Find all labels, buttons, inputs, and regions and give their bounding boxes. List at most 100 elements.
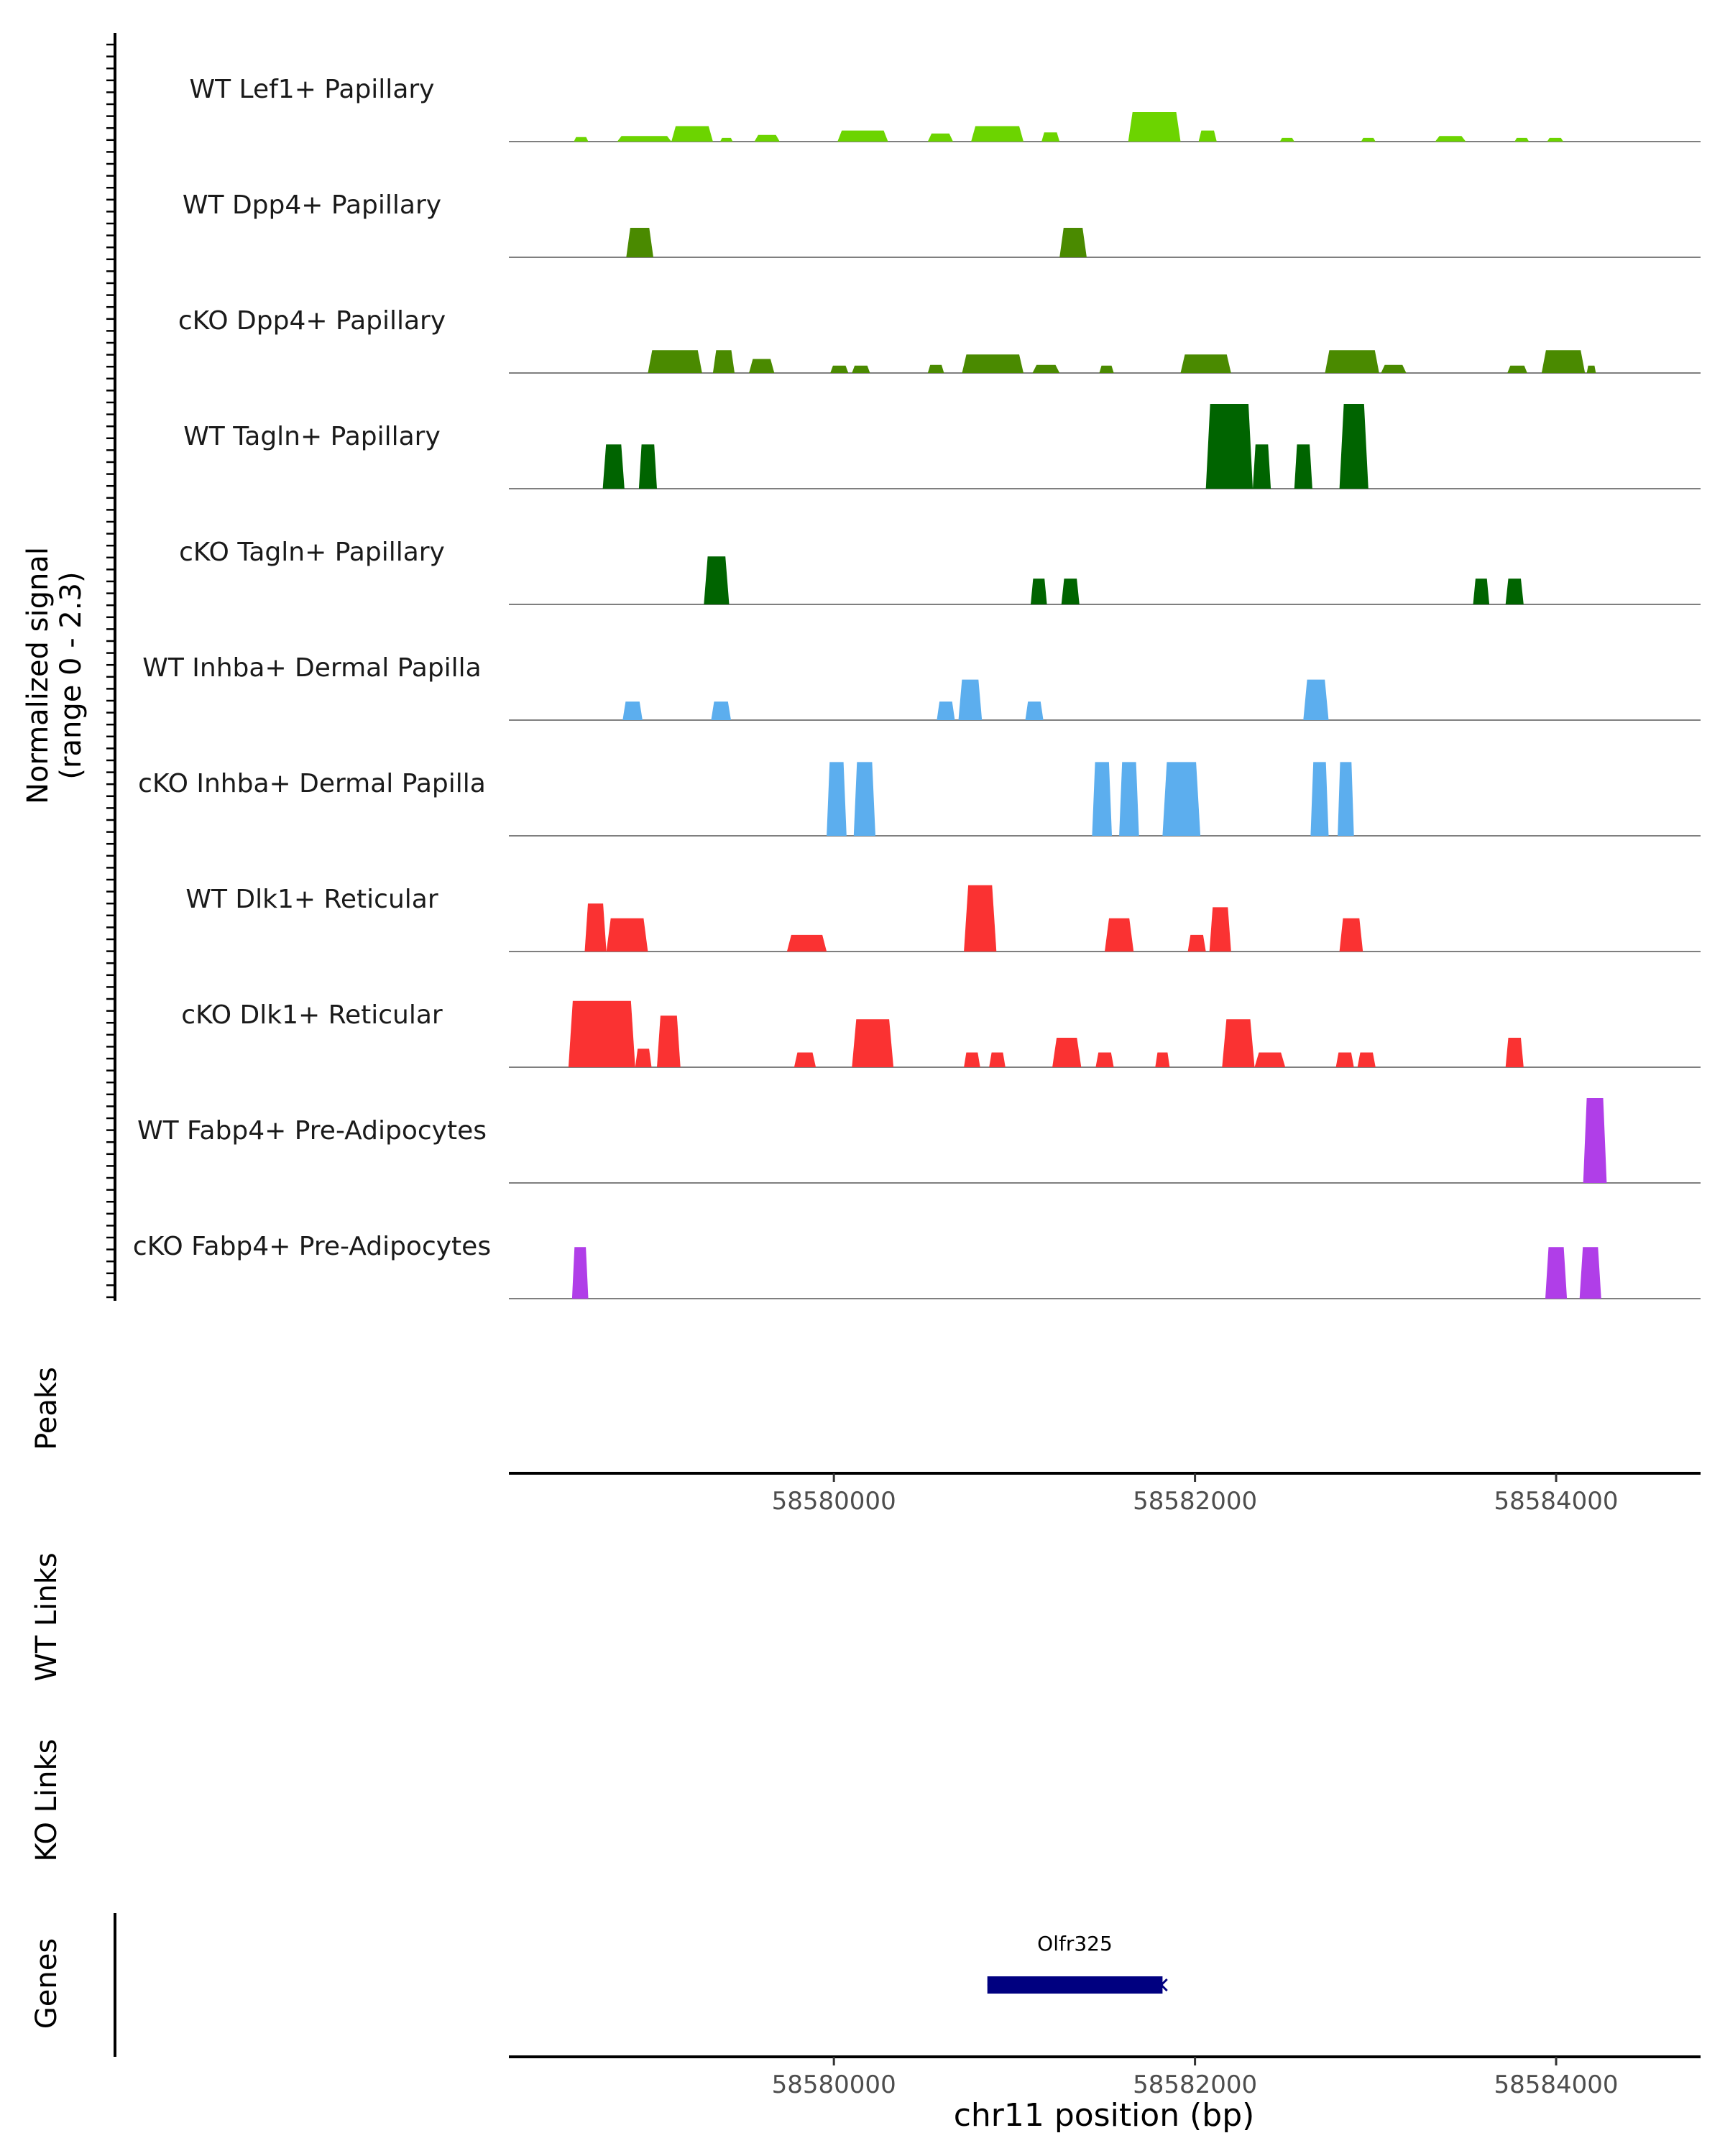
coverage-peak	[571, 1247, 589, 1299]
coverage-peak	[1514, 137, 1530, 142]
strand-arrow	[1073, 1978, 1082, 1992]
coverage-peak	[606, 918, 648, 952]
coverage-peak	[1279, 137, 1294, 142]
coverage-peak	[1507, 365, 1527, 373]
coverage-peak	[1092, 762, 1112, 836]
x-tick-label: 58582000	[1133, 1487, 1257, 1516]
coverage-peak	[837, 130, 888, 142]
coverage-peak	[1339, 918, 1363, 952]
track-5: WT Inhba+ Dermal Papilla	[142, 653, 1701, 721]
coverage-peak	[1505, 1038, 1524, 1067]
x-tick-label: 58580000	[772, 1487, 896, 1516]
coverage-peak	[1303, 679, 1329, 720]
coverage-peak	[1357, 1052, 1376, 1067]
y-axis-title-line2: (range 0 - 2.3)	[55, 571, 88, 779]
track-9: WT Fabp4+ Pre-Adipocytes	[137, 1098, 1701, 1184]
track-8: cKO Dlk1+ Reticular	[181, 1000, 1701, 1068]
coverage-peak	[1031, 579, 1047, 604]
track-label: WT Lef1+ Papillary	[190, 75, 435, 104]
track-label: WT Dlk1+ Reticular	[185, 885, 438, 914]
coverage-peak	[711, 701, 731, 720]
coverage-peak	[1310, 762, 1329, 836]
coverage-peak	[1187, 934, 1206, 952]
genes-panel-label: Genes	[30, 1938, 63, 2029]
coverage-peak	[1545, 1247, 1568, 1299]
coverage-peak	[1505, 579, 1524, 604]
track-7: WT Dlk1+ Reticular	[185, 885, 1701, 952]
coverage-peak	[719, 137, 733, 142]
track-label: cKO Dlk1+ Reticular	[181, 1000, 443, 1030]
coverage-peak	[786, 934, 827, 952]
coverage-peak	[1052, 1038, 1082, 1067]
coverage-peak	[704, 556, 730, 604]
coverage-peak	[622, 701, 643, 720]
strand-arrow	[1008, 1978, 1017, 1992]
coverage-peak	[1119, 762, 1139, 836]
coverage-peak	[657, 1015, 681, 1067]
strand-arrow	[1116, 1978, 1125, 1992]
coverage-peak	[1541, 350, 1586, 373]
coverage-peak	[749, 359, 775, 373]
coverage-peak	[638, 444, 657, 489]
coverage-peak	[1180, 354, 1231, 373]
coverage-peak	[962, 354, 1024, 373]
coverage-peak	[827, 762, 847, 836]
coverage-peak	[1547, 137, 1564, 142]
coverage-peak	[927, 364, 944, 373]
peaks-panel-label: Peaks	[30, 1367, 63, 1450]
coverage-peak	[1222, 1019, 1255, 1067]
coverage-tracks: WT Lef1+ Papillary WT Dpp4+ Papillary cKO …	[133, 75, 1701, 1299]
coverage-peak	[1209, 907, 1231, 952]
coverage-peak	[754, 134, 780, 142]
coverage-peak	[1586, 365, 1596, 373]
coverage-peak	[958, 679, 983, 720]
strand-arrow	[1159, 1978, 1168, 1992]
coverage-peak	[971, 126, 1024, 142]
ko-links-panel-label: KO Links	[30, 1739, 63, 1862]
coverage-peak	[1099, 365, 1114, 373]
coverage-peak	[989, 1052, 1006, 1067]
track-1: WT Dpp4+ Papillary	[183, 190, 1701, 258]
coverage-peak	[712, 350, 735, 373]
genes-x-axis: 58580000 58582000 58584000	[509, 2055, 1701, 2099]
coverage-peak	[1032, 364, 1060, 373]
track-label: cKO Tagln+ Papillary	[179, 538, 445, 567]
x-tick-label: 58584000	[1494, 2070, 1618, 2099]
coverage-peak	[1325, 350, 1379, 373]
coverage-peak	[1105, 918, 1134, 952]
coverage-peak	[602, 444, 625, 489]
track-label: cKO Inhba+ Dermal Papilla	[138, 769, 486, 798]
coverage-peak	[794, 1052, 816, 1067]
coverage-peak	[1155, 1052, 1170, 1067]
coverage-peak	[852, 1019, 894, 1067]
coverage-peak	[1335, 1052, 1354, 1067]
track-10: cKO Fabp4+ Pre-Adipocytes	[133, 1232, 1701, 1299]
coverage-peak	[1041, 132, 1060, 142]
coverage-peak	[617, 136, 672, 142]
track-3: WT Tagln+ Papillary	[183, 404, 1701, 489]
track-2: cKO Dpp4+ Papillary	[178, 306, 1701, 374]
coverage-peak	[1381, 364, 1407, 373]
coverage-peak	[964, 885, 997, 952]
coverage-peak	[1339, 404, 1368, 489]
track-6: cKO Inhba+ Dermal Papilla	[138, 762, 1701, 837]
track-label: WT Dpp4+ Papillary	[183, 190, 441, 220]
strand-arrow	[1030, 1978, 1039, 1992]
x-tick-label: 58582000	[1133, 2070, 1257, 2099]
coverage-peak	[1254, 1052, 1286, 1067]
gene-annotations: Olfr325	[987, 1932, 1168, 1994]
strand-arrow	[987, 1978, 995, 1992]
track-label: WT Fabp4+ Pre-Adipocytes	[137, 1116, 487, 1146]
coverage-peak	[937, 701, 955, 720]
x-tick-label: 58580000	[772, 2070, 896, 2099]
strand-arrow	[1052, 1978, 1060, 1992]
coverage-peak	[1473, 579, 1490, 604]
coverage-peak	[927, 133, 953, 142]
x-axis-title: chr11 position (bp)	[954, 2097, 1255, 2134]
track-0: WT Lef1+ Papillary	[190, 75, 1701, 142]
coverage-peak	[574, 137, 589, 142]
coverage-peak	[671, 126, 713, 142]
peaks-x-axis: 58580000 58582000 58584000	[509, 1472, 1701, 1516]
coverage-peak	[584, 903, 607, 952]
